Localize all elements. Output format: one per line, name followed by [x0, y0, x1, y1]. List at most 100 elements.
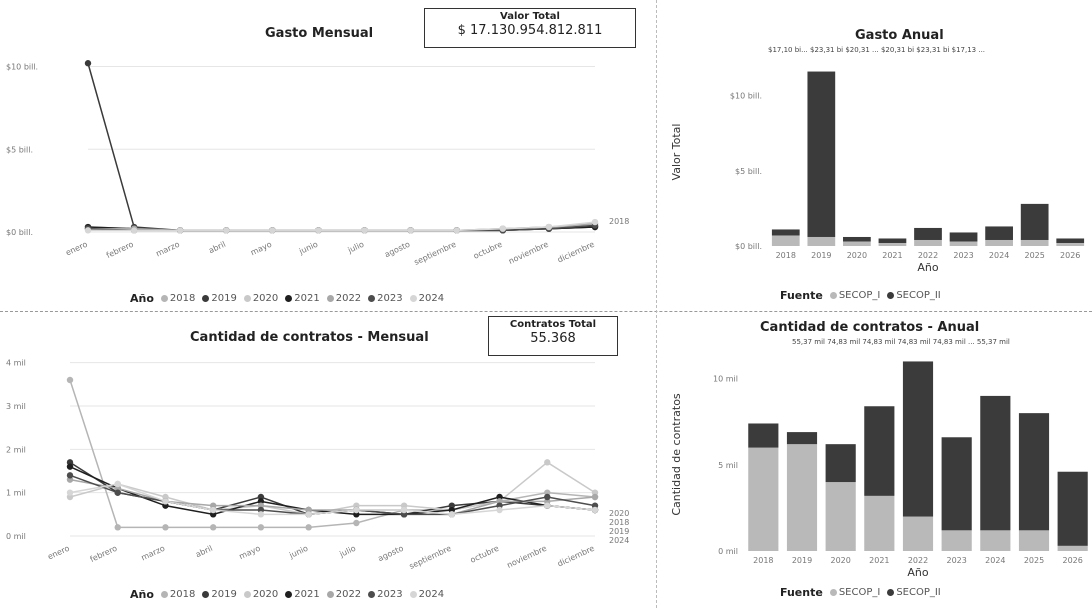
point-2024-marzo: [162, 498, 169, 505]
legend-marker: [326, 591, 334, 598]
x-tick-label-diciembre: diciembre: [556, 240, 596, 265]
x-tick-label-2020: 2020: [847, 251, 867, 260]
legend-item-2019[interactable]: 2019: [202, 589, 237, 600]
contratos-anual-chart: 0 mil 5 mil 10 mil 2018 2019 2020 2021 2022 2023…: [670, 361, 1088, 579]
legend-label: 2020: [252, 589, 279, 600]
legend-item-2020[interactable]: 2020: [243, 293, 278, 304]
legend-item-2023[interactable]: 2023: [368, 293, 403, 304]
legend-label: 2022: [335, 293, 362, 304]
series-line-2024: [88, 221, 596, 232]
gasto-anual-title: Gasto Anual: [855, 28, 944, 43]
end-label-2024: 2024: [609, 536, 629, 545]
legend-item-2022[interactable]: 2022: [326, 293, 362, 304]
x-tick-label-2021: 2021: [882, 251, 902, 260]
series-line-2020: [69, 461, 596, 516]
x-tick-label-2019: 2019: [792, 556, 812, 565]
legend-marker: [243, 591, 251, 598]
legend-item-2021[interactable]: 2021: [285, 293, 320, 304]
x-tick-label-septiembre: septiembre: [413, 240, 458, 267]
valor-total-card[interactable]: Valor Total $ 17.130.954.812.811: [424, 8, 636, 48]
series-line-2019: [87, 63, 596, 232]
legend-marker: [285, 591, 293, 598]
point-2023-febrero: [114, 489, 121, 496]
legend-label: 2019: [211, 293, 237, 304]
bar-SECOP_II-2025: [1018, 413, 1050, 531]
x-tick-label-agosto: agosto: [377, 544, 405, 564]
contratos-mensual-title: Cantidad de contratos - Mensual: [190, 330, 429, 345]
bar-SECOP_II-2023: [949, 232, 978, 242]
legend-label: 2018: [169, 293, 196, 304]
legend-label: 2024: [418, 293, 445, 304]
legend-item-2023[interactable]: 2023: [368, 589, 403, 600]
point-2020-noviembre: [544, 459, 551, 466]
contratos-anual-title: Cantidad de contratos - Anual: [760, 320, 980, 335]
bar-SECOP_II-2024: [980, 395, 1011, 531]
point-2023-noviembre: [544, 493, 551, 501]
point-2024-octubre: [496, 506, 503, 514]
legend-marker: [409, 295, 417, 302]
x-tick-label-2025: 2025: [1024, 556, 1044, 565]
contratos-mensual-chart: 0 mil 1 mil 2 mil 3 mil 4 mil enero febrero mar…: [6, 359, 629, 571]
legend-item-SECOP_II[interactable]: SECOP_II: [887, 290, 941, 301]
x-tick-label-enero: enero: [46, 544, 71, 562]
gasto-mensual-legend: Año 2018 2019 2020 2021 2022 2023 2024: [130, 292, 444, 305]
point-2024-mayo: [269, 227, 276, 234]
legend-label: SECOP_II: [896, 290, 941, 301]
contratos-mensual-panel: Cantidad de contratos - Mensual Contrato…: [0, 314, 650, 608]
gasto-anual-chart: $0 bill. $5 bill. $10 bill. 2018 2019 2020 202…: [670, 71, 1085, 274]
y-axis-label: Valor Total: [670, 124, 683, 181]
contratos-total-card[interactable]: Contratos Total 55.368: [488, 316, 618, 356]
x-tick-label-2026: 2026: [1060, 251, 1080, 260]
bar-SECOP_I-2024: [985, 239, 1013, 246]
legend-item-2019[interactable]: 2019: [202, 293, 237, 304]
bar-SECOP_II-2022: [914, 227, 942, 240]
point-2022-diciembre: [591, 493, 599, 501]
contratos-total-value: 55.368: [530, 331, 576, 346]
bar-SECOP_II-2021: [864, 406, 895, 496]
legend-item-SECOP_I[interactable]: SECOP_I: [829, 587, 880, 598]
x-tick-label-noviembre: noviembre: [506, 544, 549, 570]
point-2018-junio: [305, 524, 312, 531]
x-tick-label-2022: 2022: [908, 556, 928, 565]
x-tick-label-agosto: agosto: [383, 240, 411, 260]
legend-item-2024[interactable]: 2024: [409, 293, 445, 304]
end-label-2020: 2020: [609, 509, 629, 518]
legend-marker: [887, 589, 895, 596]
bar-SECOP_I-2026: [1056, 242, 1085, 246]
bar-SECOP_I-2020: [843, 241, 871, 246]
gasto-anual-top-labels: $17,10 bi... $23,31 bi $20,31 ... $20,31…: [768, 46, 986, 54]
point-2024-agosto: [400, 506, 408, 514]
point-2023-enero: [66, 472, 74, 479]
legend-item-2022[interactable]: 2022: [326, 589, 361, 600]
y-tick-label: 0 mil: [718, 547, 738, 556]
bar-SECOP_II-2019: [807, 71, 836, 237]
x-tick-label-2020: 2020: [830, 556, 850, 565]
bar-SECOP_I-2023: [941, 530, 972, 551]
x-tick-label-marzo: marzo: [154, 240, 181, 259]
legend-marker: [368, 295, 376, 302]
x-tick-label-febrero: febrero: [105, 240, 135, 260]
bar-SECOP_II-2026: [1057, 471, 1088, 546]
x-axis-label: Año: [907, 566, 928, 579]
y-tick-label: $5 bill.: [735, 167, 762, 176]
legend-item-2020[interactable]: 2020: [243, 589, 279, 600]
bar-SECOP_II-2022: [902, 361, 934, 517]
horizontal-divider: [0, 311, 1092, 312]
legend-item-SECOP_II[interactable]: SECOP_II: [887, 587, 941, 598]
legend-item-2021[interactable]: 2021: [285, 589, 320, 600]
point-2024-octubre: [499, 225, 507, 232]
x-tick-label-2018: 2018: [753, 556, 773, 565]
x-tick-label-abril: abril: [207, 240, 227, 256]
point-2024-septiembre: [453, 227, 460, 234]
legend-label: 2024: [418, 589, 445, 600]
legend-item-SECOP_I[interactable]: SECOP_I: [829, 290, 880, 301]
bar-SECOP_I-2022: [914, 239, 942, 246]
x-tick-label-2024: 2024: [985, 556, 1005, 565]
legend-marker: [829, 589, 837, 596]
bar-SECOP_II-2020: [825, 444, 856, 483]
legend-item-2018[interactable]: 2018: [160, 293, 196, 304]
legend-item-2018[interactable]: 2018: [160, 589, 195, 600]
x-tick-label-julio: julio: [337, 544, 357, 560]
legend-item-2024[interactable]: 2024: [409, 589, 445, 600]
contratos-anual-legend: Fuente SECOP_I SECOP_II: [780, 586, 941, 599]
